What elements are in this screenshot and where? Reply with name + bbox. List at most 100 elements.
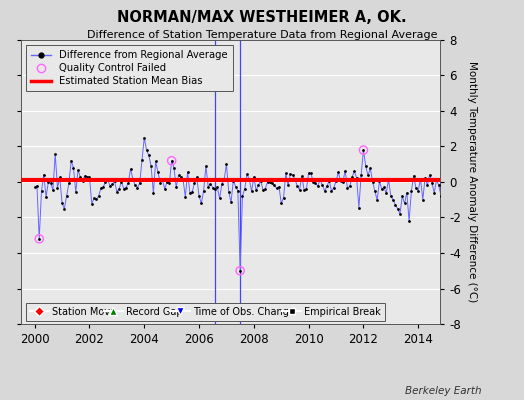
Point <box>140 134 148 141</box>
Point <box>211 186 219 192</box>
Point <box>72 189 80 195</box>
Point <box>33 182 41 189</box>
Point <box>67 158 75 164</box>
Point <box>321 188 329 194</box>
Point <box>79 178 87 184</box>
Point <box>247 188 256 195</box>
Point <box>106 182 114 189</box>
Point <box>44 179 52 185</box>
Point <box>51 151 59 157</box>
Point <box>113 188 121 195</box>
Point <box>168 158 176 164</box>
Point <box>193 174 201 180</box>
Point <box>165 180 173 186</box>
Point <box>236 268 244 274</box>
Point <box>101 179 110 186</box>
Point <box>405 218 413 224</box>
Point <box>111 178 119 184</box>
Point <box>382 190 390 196</box>
Point <box>119 186 128 192</box>
Point <box>49 187 57 193</box>
Point <box>88 200 96 207</box>
Point <box>291 176 299 182</box>
Point <box>143 147 151 153</box>
Point <box>275 183 283 190</box>
Point <box>172 184 180 190</box>
Point <box>385 176 393 182</box>
Point <box>229 177 237 184</box>
Point <box>309 178 318 185</box>
Point <box>81 172 89 179</box>
Point <box>183 169 192 175</box>
Point <box>83 174 91 180</box>
Point <box>156 179 165 186</box>
Point <box>254 182 263 188</box>
Point <box>217 181 226 187</box>
Point <box>428 180 436 186</box>
Point <box>181 194 190 200</box>
Point <box>238 193 247 199</box>
Point <box>284 182 292 189</box>
Point <box>396 211 404 217</box>
Point <box>432 177 441 183</box>
Point <box>69 165 78 171</box>
Point <box>304 170 313 176</box>
Point <box>353 174 361 181</box>
Point <box>124 180 133 186</box>
Point <box>328 188 336 194</box>
Point <box>296 187 304 193</box>
Point <box>227 199 235 206</box>
Point <box>252 187 260 194</box>
Point <box>209 184 217 191</box>
Point <box>149 190 158 196</box>
Point <box>117 178 126 185</box>
Point <box>220 176 228 183</box>
Point <box>232 183 240 190</box>
Point <box>170 165 178 171</box>
Point <box>348 174 356 180</box>
Point <box>92 196 101 203</box>
Point <box>323 183 331 190</box>
Point <box>398 193 407 199</box>
Point <box>94 193 103 199</box>
Point <box>350 168 358 175</box>
Legend: Station Move, Record Gap, Time of Obs. Change, Empirical Break: Station Move, Record Gap, Time of Obs. C… <box>26 303 385 320</box>
Point <box>195 193 203 199</box>
Point <box>154 169 162 176</box>
Point <box>430 190 439 196</box>
Point <box>85 174 94 180</box>
Point <box>236 268 244 274</box>
Point <box>332 178 340 184</box>
Point <box>213 184 222 190</box>
Point <box>133 184 141 191</box>
Point <box>138 157 146 163</box>
Point <box>425 172 434 178</box>
Point <box>336 178 345 184</box>
Text: Berkeley Earth: Berkeley Earth <box>406 386 482 396</box>
Point <box>215 195 224 202</box>
Point <box>245 176 254 182</box>
Point <box>204 183 212 190</box>
Point <box>35 236 43 242</box>
Point <box>334 169 343 175</box>
Point <box>115 186 123 192</box>
Point <box>126 166 135 172</box>
Point <box>74 167 82 173</box>
Point <box>200 188 208 194</box>
Point <box>414 188 422 194</box>
Point <box>391 202 400 208</box>
Point <box>147 163 155 169</box>
Point <box>65 180 73 186</box>
Point <box>439 190 447 196</box>
Point <box>437 193 445 199</box>
Text: NORMAN/MAX WESTHEIMER A, OK.: NORMAN/MAX WESTHEIMER A, OK. <box>117 10 407 25</box>
Point <box>345 183 354 190</box>
Point <box>394 206 402 212</box>
Point <box>293 182 301 189</box>
Point <box>161 186 169 192</box>
Point <box>202 163 210 169</box>
Point <box>368 178 377 185</box>
Point <box>188 189 196 195</box>
Point <box>341 168 350 174</box>
Point <box>300 186 308 193</box>
